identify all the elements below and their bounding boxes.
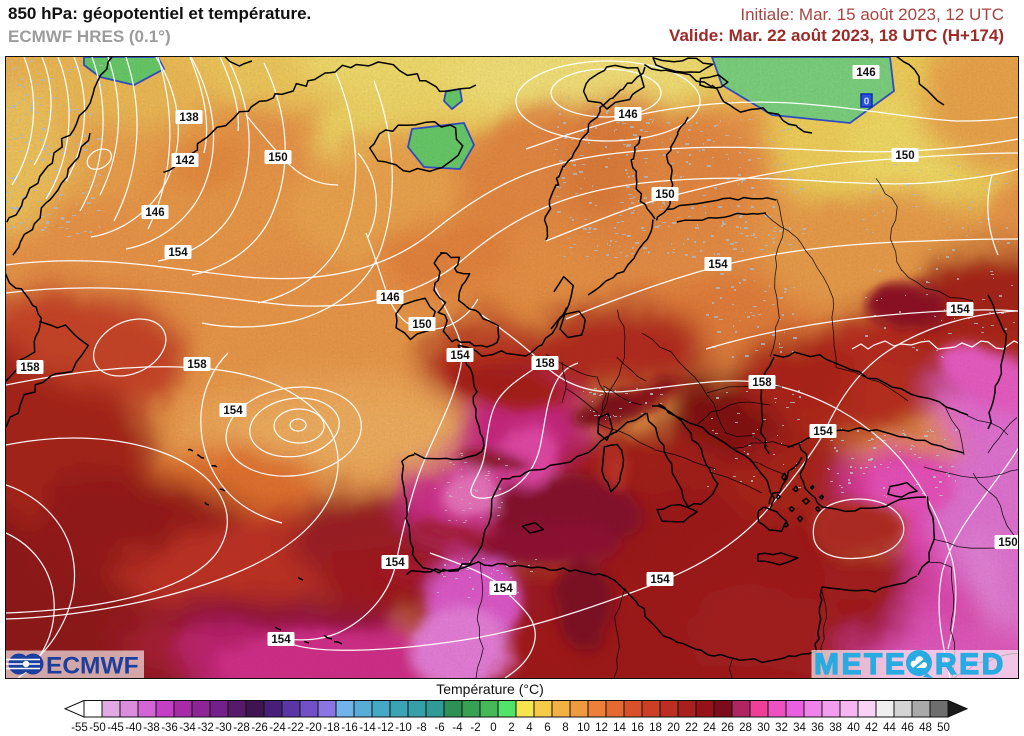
svg-text:154: 154 (493, 583, 513, 595)
svg-text:44: 44 (883, 722, 896, 734)
svg-text:-16: -16 (341, 722, 358, 734)
svg-text:150: 150 (412, 319, 431, 331)
svg-text:154: 154 (950, 304, 970, 316)
svg-text:8: 8 (562, 722, 568, 734)
svg-text:142: 142 (175, 155, 194, 167)
svg-text:-32: -32 (197, 722, 214, 734)
svg-text:-10: -10 (395, 722, 412, 734)
svg-text:150: 150 (895, 150, 914, 162)
svg-text:-24: -24 (269, 722, 286, 734)
svg-text:-26: -26 (251, 722, 268, 734)
svg-text:-14: -14 (359, 722, 376, 734)
svg-text:18: 18 (649, 722, 662, 734)
svg-text:-45: -45 (107, 722, 124, 734)
svg-text:46: 46 (901, 722, 914, 734)
svg-text:-22: -22 (287, 722, 304, 734)
svg-text:-28: -28 (233, 722, 250, 734)
svg-text:42: 42 (865, 722, 878, 734)
svg-text:-55: -55 (71, 722, 88, 734)
svg-text:36: 36 (811, 722, 824, 734)
svg-text:6: 6 (544, 722, 550, 734)
svg-text:24: 24 (703, 722, 716, 734)
svg-text:50: 50 (937, 722, 950, 734)
svg-text:4: 4 (526, 722, 533, 734)
svg-text:150: 150 (268, 152, 287, 164)
svg-text:34: 34 (793, 722, 806, 734)
svg-text:154: 154 (813, 426, 833, 438)
svg-text:-12: -12 (377, 722, 394, 734)
svg-text:-50: -50 (89, 722, 106, 734)
svg-text:146: 146 (145, 207, 164, 219)
svg-text:32: 32 (775, 722, 788, 734)
svg-text:154: 154 (168, 247, 188, 259)
svg-text:28: 28 (739, 722, 752, 734)
svg-text:150: 150 (998, 537, 1017, 549)
svg-text:146: 146 (380, 292, 399, 304)
svg-text:154: 154 (650, 574, 670, 586)
svg-text:2: 2 (508, 722, 514, 734)
svg-text:-34: -34 (179, 722, 196, 734)
svg-text:154: 154 (450, 350, 470, 362)
svg-text:-36: -36 (161, 722, 178, 734)
svg-text:26: 26 (721, 722, 734, 734)
svg-text:-18: -18 (323, 722, 340, 734)
svg-text:-4: -4 (452, 722, 463, 734)
svg-text:22: 22 (685, 722, 698, 734)
svg-text:14: 14 (613, 722, 626, 734)
svg-text:-30: -30 (215, 722, 232, 734)
svg-text:158: 158 (187, 359, 207, 371)
svg-text:146: 146 (618, 109, 637, 121)
svg-text:0: 0 (490, 722, 496, 734)
svg-text:48: 48 (919, 722, 932, 734)
svg-text:158: 158 (752, 377, 772, 389)
svg-text:30: 30 (757, 722, 770, 734)
svg-text:-6: -6 (434, 722, 444, 734)
svg-text:20: 20 (667, 722, 680, 734)
svg-text:154: 154 (708, 259, 728, 271)
svg-text:138: 138 (179, 112, 199, 124)
svg-text:16: 16 (631, 722, 644, 734)
svg-text:40: 40 (847, 722, 860, 734)
svg-text:38: 38 (829, 722, 842, 734)
svg-text:158: 158 (20, 362, 40, 374)
svg-text:154: 154 (223, 405, 243, 417)
svg-text:158: 158 (535, 358, 555, 370)
svg-text:ECMWF: ECMWF (46, 653, 139, 679)
svg-text:-8: -8 (416, 722, 426, 734)
svg-text:-40: -40 (125, 722, 142, 734)
svg-text:12: 12 (595, 722, 608, 734)
svg-text:RED: RED (935, 648, 1006, 678)
svg-text:10: 10 (577, 722, 590, 734)
svg-text:154: 154 (271, 634, 291, 646)
svg-text:154: 154 (385, 557, 405, 569)
svg-text:146: 146 (856, 67, 875, 79)
svg-text:-2: -2 (470, 722, 480, 734)
svg-text:METE: METE (814, 648, 907, 678)
svg-text:0: 0 (864, 97, 870, 108)
svg-text:-20: -20 (305, 722, 322, 734)
svg-text:150: 150 (655, 189, 674, 201)
svg-text:-38: -38 (143, 722, 160, 734)
